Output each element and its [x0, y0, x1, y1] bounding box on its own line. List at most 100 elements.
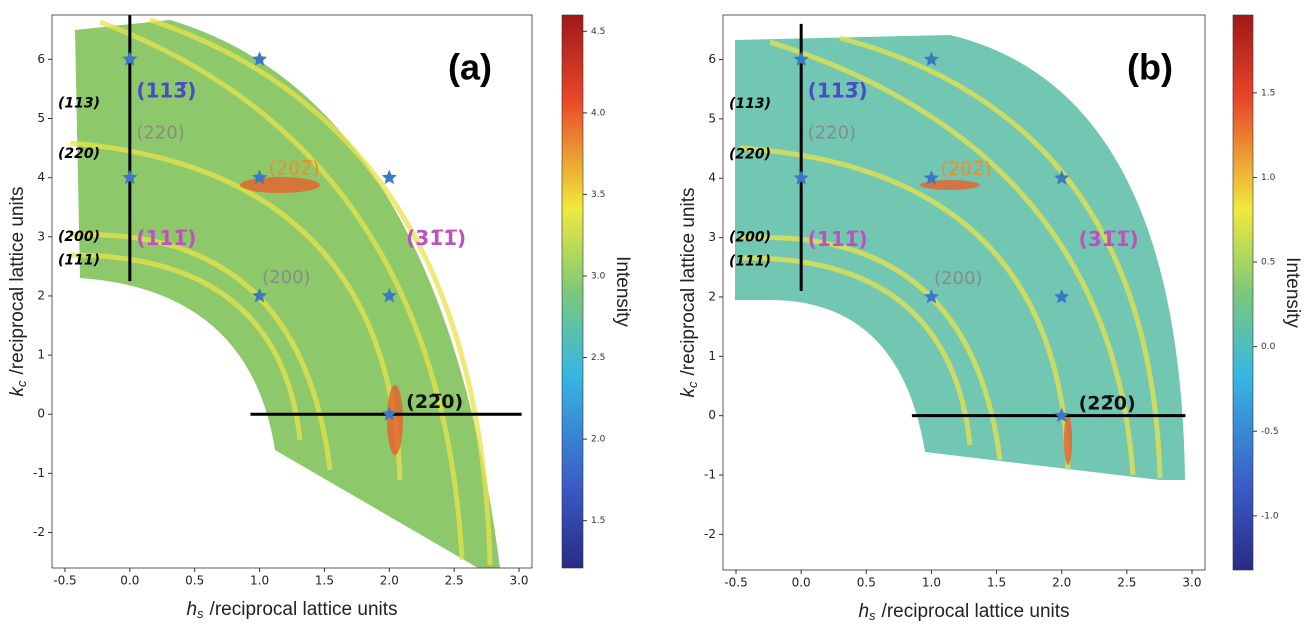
x-tick-label: -0.5: [53, 574, 76, 588]
y-tick-label: 2: [708, 289, 716, 303]
reflection-label: (202̅): [269, 157, 320, 179]
colorbar-tick-label: -0.5: [1261, 427, 1279, 437]
star-marker: [381, 169, 397, 185]
star-marker: [252, 169, 268, 185]
star-marker: [381, 406, 397, 421]
x-tick-label: 3.0: [509, 574, 528, 588]
colorbar-tick-label: 2.5: [591, 353, 605, 363]
colorbar-tick-label: 3.5: [591, 190, 605, 200]
axis-text: /reciprocal lattice units: [882, 601, 1070, 622]
x-tick-label: 1.5: [315, 574, 334, 588]
x-tick-label: 1.0: [250, 574, 269, 588]
axis-symbol: h: [858, 601, 869, 622]
y-tick-label: 2: [37, 288, 45, 302]
colorbar-tick-label: 0.5: [1261, 258, 1275, 268]
y-tick-label: -2: [33, 525, 45, 539]
y-tick-label: 3: [708, 230, 716, 244]
x-axis-label: hs/reciprocal lattice units: [186, 599, 397, 621]
reflection-label: (22̅0): [406, 391, 463, 413]
panel-label: (b): [1127, 47, 1173, 88]
star-marker: [122, 169, 138, 185]
side-label: (113): [729, 96, 771, 112]
reflection-label: (111̅): [136, 226, 196, 250]
x-tick-label: 2.5: [445, 574, 464, 588]
star-marker: [252, 287, 268, 303]
star-marker: [793, 51, 809, 66]
x-tick-label: 2.5: [1117, 576, 1136, 590]
y-tick-label: 5: [37, 111, 45, 125]
x-tick-label: 1.5: [987, 576, 1006, 590]
axis-text: /reciprocal lattice units: [210, 599, 398, 620]
colorbar-tick-label: -1.0: [1261, 511, 1279, 521]
y-axis-label: kc/reciprocal lattice units: [7, 187, 29, 397]
diffraction-ring: [839, 35, 1163, 479]
diffraction-ring: [149, 17, 493, 566]
star-marker: [1054, 289, 1070, 304]
y-tick-label: -2: [704, 527, 716, 541]
colorbar-label: Intensity: [612, 256, 633, 327]
diffraction-ring: [739, 234, 1003, 461]
x-tick-label: 2.0: [380, 574, 399, 588]
axis-subscript: s: [869, 608, 876, 623]
y-tick-label: 0: [37, 407, 45, 421]
side-label: (220): [729, 146, 771, 162]
star-marker: [122, 51, 138, 66]
diffraction-ring: [739, 145, 1071, 471]
y-tick-label: 1: [708, 349, 716, 363]
diffraction-ring: [69, 252, 303, 441]
star-marker: [252, 51, 268, 66]
axis-symbol: k: [7, 385, 28, 396]
panel-label: (a): [448, 47, 492, 88]
axis-subscript: c: [685, 381, 700, 388]
y-tick-label: -1: [704, 468, 716, 482]
hot-spot: [387, 385, 403, 455]
axis-text: /reciprocal lattice units: [7, 187, 28, 375]
y-tick-label: 4: [37, 170, 45, 184]
y-tick-label: 4: [708, 171, 716, 185]
colorbar-tick-label: 1.0: [1261, 173, 1276, 183]
colorbar-tick-label: 2.0: [591, 435, 606, 445]
reflection-label: (200): [262, 267, 310, 288]
colorbar: [1232, 14, 1254, 571]
reflection-label: (220): [136, 122, 184, 143]
colorbar-tick-label: 4.0: [591, 108, 606, 118]
axis-subscript: c: [14, 380, 29, 387]
colorbar-label: Intensity: [1282, 257, 1303, 328]
reflection-label: (200): [934, 268, 982, 289]
colorbar-tick-label: 1.5: [1261, 88, 1275, 98]
x-tick-label: 3.0: [1182, 576, 1201, 590]
axis-text: /reciprocal lattice units: [678, 188, 699, 376]
side-label: (111): [58, 252, 100, 268]
plot-frame: [722, 14, 1206, 571]
axis-symbol: k: [678, 386, 699, 397]
x-tick-label: 0.0: [792, 576, 811, 590]
x-tick-label: -0.5: [724, 576, 747, 590]
star-marker: [793, 170, 809, 185]
y-tick-label: 1: [37, 348, 45, 362]
star-marker: [923, 289, 939, 304]
y-axis-label: kc/reciprocal lattice units: [678, 188, 700, 398]
hot-spot: [240, 177, 320, 193]
axis-symbol: h: [186, 599, 197, 620]
x-tick-label: 0.5: [857, 576, 876, 590]
axis-subscript: s: [197, 606, 204, 621]
colorbar: [561, 14, 584, 569]
diffraction-ring: [769, 39, 1136, 476]
x-tick-label: 2.0: [1052, 576, 1071, 590]
side-label: (113): [58, 96, 100, 112]
reflection-label: (31̅1̅): [406, 226, 466, 250]
y-tick-label: 5: [708, 111, 716, 125]
reflection-label: (220): [808, 123, 856, 144]
plot-frame: [51, 14, 533, 569]
star-marker: [923, 51, 939, 66]
diffraction-ring: [739, 255, 973, 446]
hot-spot: [1064, 415, 1072, 465]
star-marker: [1054, 170, 1070, 185]
reflection-label: (31̅1̅): [1079, 227, 1139, 251]
side-label: (200): [729, 230, 771, 246]
y-tick-label: -1: [33, 466, 45, 480]
colorbar-tick-label: 3.0: [591, 272, 606, 282]
colorbar-tick-label: 1.5: [591, 516, 605, 526]
y-tick-label: 0: [708, 408, 716, 422]
